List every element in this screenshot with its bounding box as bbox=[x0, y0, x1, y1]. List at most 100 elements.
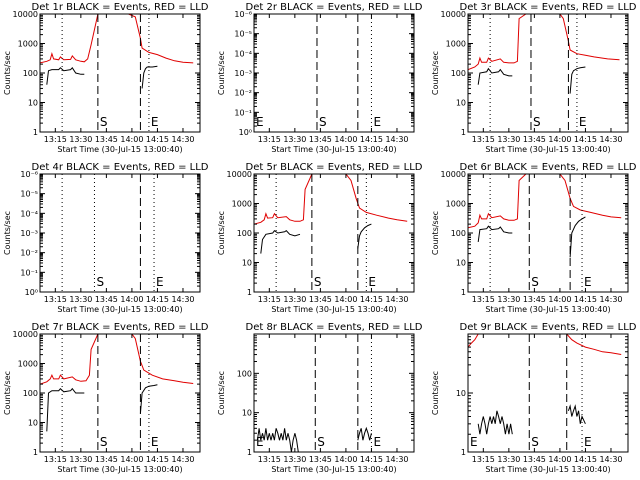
x-tick-label: 14:30 bbox=[599, 455, 622, 464]
y-tick-label: 10 bbox=[28, 99, 38, 108]
x-tick-label: 14:15 bbox=[360, 455, 383, 464]
panel-title: Det 4r BLACK = Events, RED = LLD bbox=[32, 162, 209, 173]
marker-label: E bbox=[256, 435, 264, 449]
y-tick-label: 10⁻¹ bbox=[234, 108, 252, 117]
x-tick-label: 13:30 bbox=[69, 455, 92, 464]
x-tick-label: 14:15 bbox=[574, 295, 597, 304]
y-tick-label: 100 bbox=[451, 69, 466, 78]
y-axis-label: Counts/sec bbox=[3, 371, 12, 415]
marker-label: S bbox=[317, 435, 325, 449]
x-tick-label: 13:15 bbox=[472, 455, 495, 464]
marker-label: E bbox=[584, 275, 592, 289]
x-tick-label: 14:00 bbox=[334, 135, 357, 144]
marker-label: E bbox=[470, 435, 478, 449]
y-tick-label: 1 bbox=[461, 128, 466, 137]
series-events bbox=[477, 216, 586, 258]
marker-label: E bbox=[373, 435, 381, 449]
y-tick-label: 10000 bbox=[441, 10, 466, 19]
x-tick-label: 13:15 bbox=[258, 455, 281, 464]
x-tick-label: 13:15 bbox=[258, 135, 281, 144]
y-tick-label: 100 bbox=[237, 369, 252, 378]
marker-label: S bbox=[533, 115, 541, 129]
x-tick-label: 13:45 bbox=[95, 455, 118, 464]
axes-frame bbox=[253, 13, 415, 133]
y-axis-label: Counts/sec bbox=[431, 371, 440, 415]
axes-frame bbox=[253, 333, 415, 453]
marker-label: E bbox=[368, 275, 376, 289]
y-tick-label: 10 bbox=[456, 259, 466, 268]
y-tick-label: 10⁻³ bbox=[234, 69, 252, 78]
marker-label: S bbox=[531, 275, 539, 289]
y-axis-label: Counts/sec bbox=[431, 211, 440, 255]
x-tick-label: 13:30 bbox=[497, 295, 520, 304]
x-tick-label: 13:15 bbox=[44, 455, 67, 464]
y-tick-label: 10⁻² bbox=[234, 89, 252, 98]
y-tick-label: 1 bbox=[461, 288, 466, 297]
x-tick-label: 14:00 bbox=[548, 295, 571, 304]
y-tick-label: 10⁻² bbox=[20, 249, 38, 258]
marker-label: E bbox=[584, 435, 592, 449]
series-events bbox=[46, 384, 158, 432]
marker-label: E bbox=[256, 115, 264, 129]
y-tick-label: 100 bbox=[237, 229, 252, 238]
y-axis-label: Counts/sec bbox=[217, 371, 226, 415]
x-tick-label: 13:15 bbox=[44, 295, 67, 304]
y-tick-label: 1 bbox=[461, 448, 466, 457]
marker-label: S bbox=[100, 115, 108, 129]
x-tick-label: 13:45 bbox=[309, 295, 332, 304]
y-tick-label: 10000 bbox=[13, 10, 38, 19]
x-tick-label: 14:15 bbox=[146, 455, 169, 464]
x-tick-label: 14:30 bbox=[171, 295, 194, 304]
series-events bbox=[256, 426, 372, 452]
x-tick-label: 14:00 bbox=[334, 295, 357, 304]
y-tick-label: 10⁻⁴ bbox=[20, 209, 38, 218]
x-tick-label: 14:15 bbox=[574, 455, 597, 464]
x-axis-label: Start Time (30-Jul-15 13:00:40) bbox=[485, 465, 610, 474]
x-axis-label: Start Time (30-Jul-15 13:00:40) bbox=[485, 305, 610, 314]
y-tick-label: 100 bbox=[23, 69, 38, 78]
y-tick-label: 10⁻³ bbox=[20, 229, 38, 238]
x-tick-label: 13:45 bbox=[523, 135, 546, 144]
y-tick-label: 10 bbox=[242, 259, 252, 268]
x-axis-label: Start Time (30-Jul-15 13:00:40) bbox=[57, 465, 182, 474]
x-axis-label: Start Time (30-Jul-15 13:00:40) bbox=[271, 145, 396, 154]
x-tick-label: 13:30 bbox=[283, 455, 306, 464]
panel-title: Det 2r BLACK = Events, RED = LLD bbox=[246, 2, 423, 13]
y-tick-label: 10 bbox=[242, 409, 252, 418]
y-tick-label: 1 bbox=[33, 128, 38, 137]
y-tick-label: 10⁻⁵ bbox=[234, 30, 252, 39]
series-lld bbox=[468, 14, 620, 71]
y-tick-label: 10⁻⁶ bbox=[234, 10, 252, 19]
x-axis-label: Start Time (30-Jul-15 13:00:40) bbox=[271, 305, 396, 314]
marker-label: E bbox=[151, 115, 159, 129]
y-tick-label: 10⁻¹ bbox=[20, 268, 38, 277]
axes-frame bbox=[467, 173, 629, 293]
marker-label: E bbox=[151, 435, 159, 449]
x-axis-label: Start Time (30-Jul-15 13:00:40) bbox=[57, 145, 182, 154]
y-tick-label: 10 bbox=[456, 389, 466, 398]
marker-label: S bbox=[96, 275, 104, 289]
x-tick-label: 14:15 bbox=[146, 135, 169, 144]
y-tick-label: 1000 bbox=[446, 200, 466, 209]
y-tick-label: 10000 bbox=[227, 170, 252, 179]
x-tick-label: 14:00 bbox=[548, 135, 571, 144]
y-axis-label: Counts/sec bbox=[3, 51, 12, 95]
series-events bbox=[477, 404, 586, 435]
marker-label: S bbox=[531, 435, 539, 449]
x-tick-label: 13:30 bbox=[69, 135, 92, 144]
marker-label: S bbox=[319, 115, 327, 129]
x-tick-label: 13:15 bbox=[44, 135, 67, 144]
axes-frame bbox=[39, 173, 201, 293]
y-axis-label: Counts/sec bbox=[217, 211, 226, 255]
panel-title: Det 6r BLACK = Events, RED = LLD bbox=[460, 162, 637, 173]
panel-title: Det 1r BLACK = Events, RED = LLD bbox=[32, 2, 209, 13]
panel-title: Det 3r BLACK = Events, RED = LLD bbox=[460, 2, 637, 13]
x-tick-label: 13:15 bbox=[472, 295, 495, 304]
panel-title: Det 9r BLACK = Events, RED = LLD bbox=[460, 322, 637, 333]
x-tick-label: 13:15 bbox=[472, 135, 495, 144]
panel-det-2r: Det 2r BLACK = Events, RED = LLD E S E 13:15… bbox=[217, 2, 423, 154]
